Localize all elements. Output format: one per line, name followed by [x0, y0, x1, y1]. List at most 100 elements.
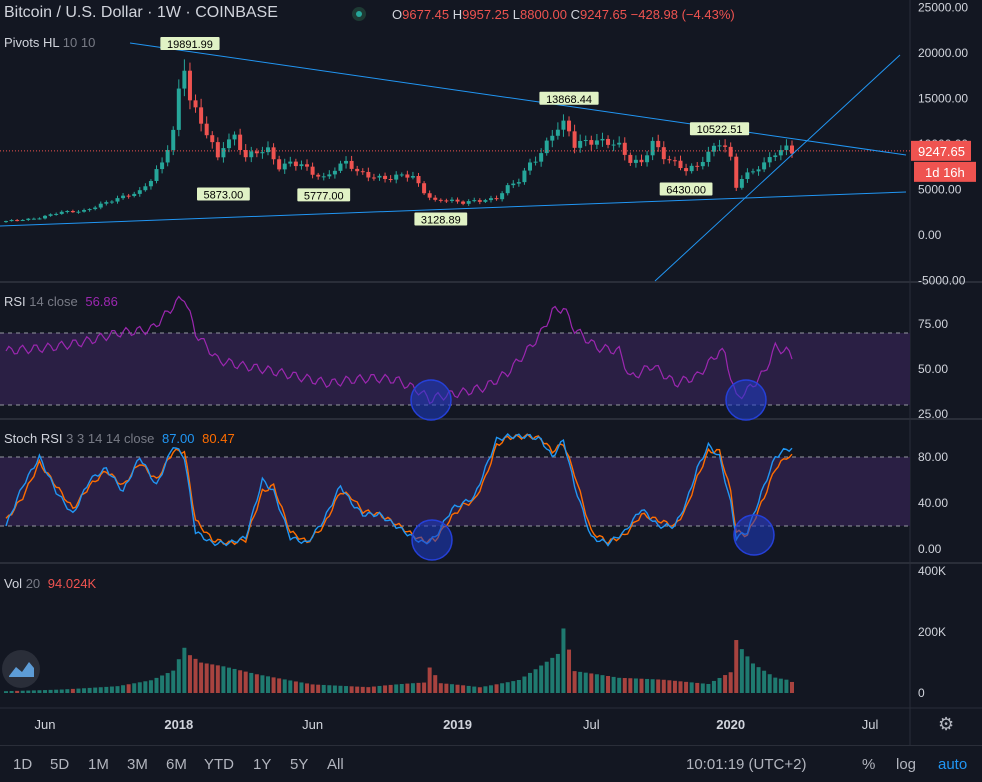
- candle-body: [739, 178, 744, 188]
- volume-bar: [472, 686, 477, 693]
- volume-bar: [773, 677, 778, 693]
- candle-body: [126, 195, 131, 197]
- candle-body: [678, 160, 683, 169]
- volume-bar: [210, 664, 215, 693]
- volume-bar: [661, 679, 666, 693]
- pivots-legend[interactable]: Pivots HL 10 10: [4, 35, 95, 50]
- volume-bar: [684, 681, 689, 693]
- percent-toggle[interactable]: %: [862, 756, 876, 773]
- volume-bar: [622, 678, 627, 693]
- candle-body: [449, 199, 454, 201]
- volume-bar: [310, 684, 315, 693]
- candle-body: [522, 170, 527, 183]
- volume-bar: [349, 686, 354, 693]
- candle-body: [249, 151, 254, 158]
- candle-body: [550, 135, 555, 141]
- stoch-legend[interactable]: Stoch RSI 3 3 14 14 close 87.00 80.47: [4, 431, 235, 446]
- tradingview-logo-icon[interactable]: [2, 650, 40, 688]
- candle-body: [366, 171, 371, 178]
- candle-body: [182, 70, 187, 89]
- resistance-trendline: [129, 42, 907, 156]
- candle-body: [148, 180, 153, 187]
- market-status-icon[interactable]: [352, 7, 366, 21]
- candle-body: [717, 145, 722, 147]
- volume-bar: [299, 682, 304, 693]
- highlight-circle: [411, 519, 453, 561]
- rsi-legend[interactable]: RSI 14 close 56.86: [4, 294, 118, 309]
- settings-gear-icon[interactable]: ⚙: [938, 714, 955, 734]
- volume-bar: [589, 673, 594, 693]
- candle-body: [455, 199, 460, 202]
- candle-body: [778, 150, 783, 156]
- candle-body: [773, 155, 778, 158]
- range-1d[interactable]: 1D: [13, 756, 33, 773]
- candle-body: [544, 140, 549, 154]
- volume-bar: [561, 628, 566, 693]
- candle-body: [321, 176, 326, 178]
- candle-body: [750, 171, 755, 173]
- candle-body: [583, 140, 588, 142]
- volume-bar: [678, 681, 683, 693]
- candle-body: [633, 159, 638, 163]
- volume-bar: [221, 666, 226, 693]
- candle-body: [572, 131, 577, 148]
- volume-bar: [790, 681, 794, 693]
- range-5d[interactable]: 5D: [50, 756, 70, 773]
- volume-bar: [305, 683, 310, 693]
- candle-body: [539, 153, 544, 162]
- stoch-name: Stoch RSI: [4, 431, 63, 446]
- candle-body: [266, 147, 270, 153]
- candle-body: [578, 140, 583, 148]
- volume-bar: [371, 686, 376, 693]
- vol-legend[interactable]: Vol 20 94.024K: [4, 576, 96, 591]
- candle-body: [684, 168, 689, 172]
- range-ytd[interactable]: YTD: [204, 756, 234, 773]
- volume-bar: [611, 676, 616, 693]
- candle-body: [555, 129, 560, 136]
- volume-bar: [567, 649, 572, 693]
- candle-body: [533, 161, 538, 163]
- volume-bar: [583, 672, 588, 693]
- candle-body: [243, 149, 248, 158]
- symbol-title[interactable]: Bitcoin / U.S. Dollar: [4, 4, 143, 21]
- range-all[interactable]: All: [327, 756, 344, 773]
- volume-bar: [87, 687, 92, 693]
- pivot-label-bg: [689, 122, 750, 136]
- range-3m[interactable]: 3M: [127, 756, 148, 773]
- pivot-label: 6430.00: [666, 184, 706, 196]
- interval-label[interactable]: 1W: [156, 4, 181, 21]
- range-1y[interactable]: 1Y: [253, 756, 272, 773]
- support-trendline: [0, 191, 907, 227]
- candle-body: [516, 182, 521, 184]
- candle-body: [734, 156, 739, 188]
- pivots-params: 10 10: [62, 35, 96, 50]
- highlight-circle: [725, 379, 767, 421]
- stoch-tick: 0.00: [918, 542, 942, 556]
- range-5y[interactable]: 5Y: [290, 756, 309, 773]
- volume-bar: [555, 653, 560, 693]
- price-tick: 25000.00: [918, 1, 968, 15]
- volume-bar: [728, 672, 733, 693]
- rsi-value: 56.86: [85, 294, 118, 309]
- candle-body: [700, 161, 705, 167]
- volume-bar: [271, 677, 276, 693]
- pivot-label-bg: [539, 91, 599, 105]
- clock-timezone[interactable]: 10:01:19 (UTC+2): [686, 756, 807, 773]
- candle-body: [472, 200, 477, 202]
- volume-bar: [104, 686, 109, 693]
- volume-bar: [15, 690, 20, 693]
- candle-body: [756, 169, 761, 172]
- volume-bar: [516, 679, 521, 693]
- time-tick: 2018: [164, 717, 193, 732]
- candle-body: [282, 163, 287, 170]
- range-1m[interactable]: 1M: [88, 756, 109, 773]
- candle-body: [316, 174, 321, 177]
- volume-bar: [171, 670, 176, 693]
- candle-body: [622, 142, 627, 155]
- range-6m[interactable]: 6M: [166, 756, 187, 773]
- log-toggle[interactable]: log: [896, 756, 917, 773]
- volume-bar: [723, 675, 728, 693]
- volume-bar: [20, 690, 25, 693]
- auto-toggle[interactable]: auto: [938, 756, 968, 773]
